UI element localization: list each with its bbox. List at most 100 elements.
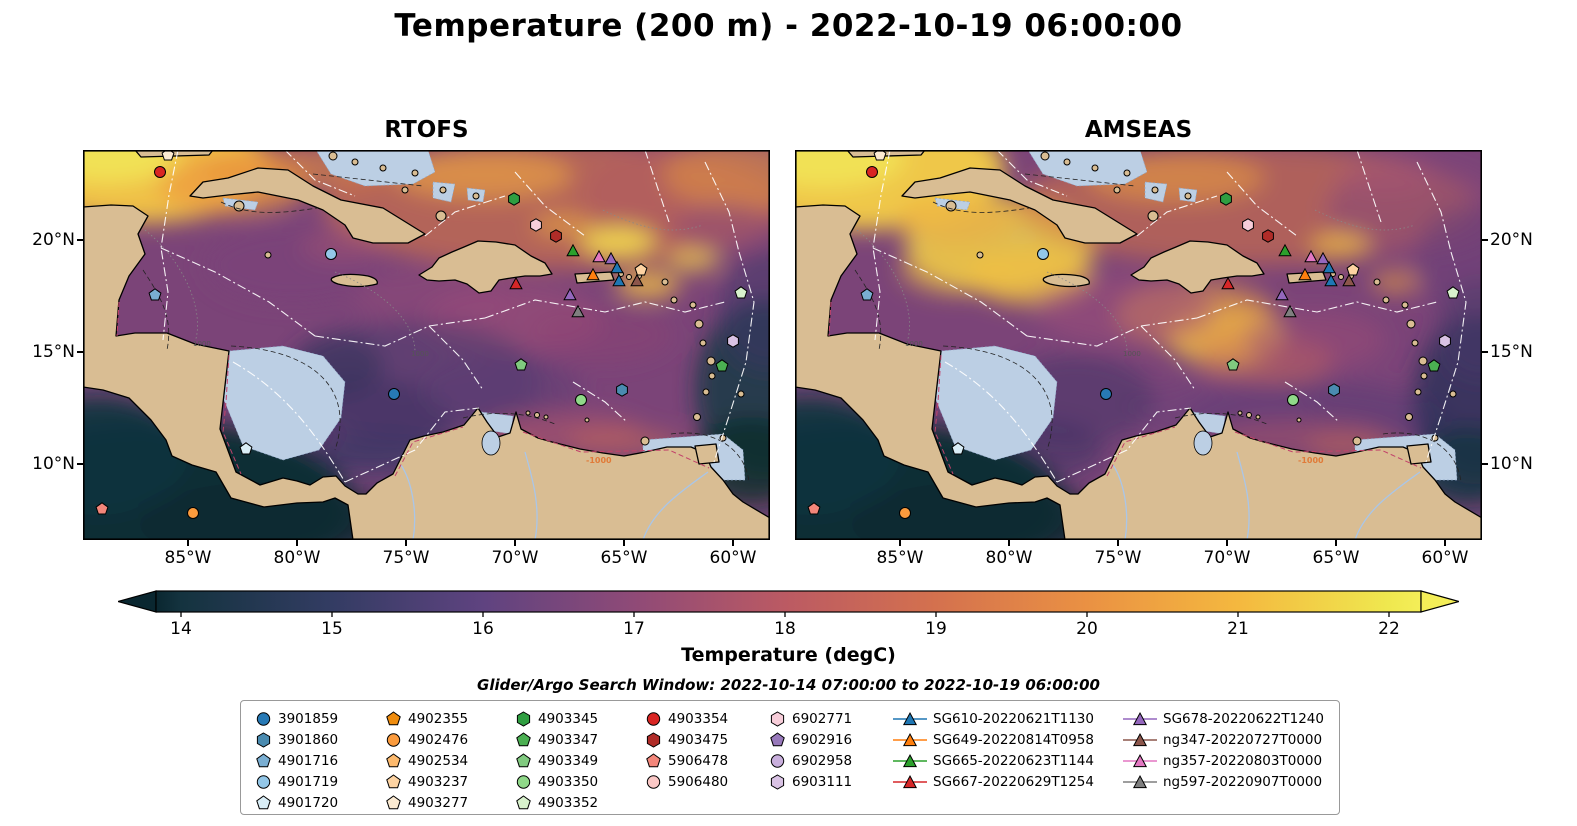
triangle-marker-icon — [902, 732, 918, 746]
legend-label: 4901716 — [278, 752, 339, 769]
circle-marker-icon — [646, 775, 661, 789]
legend-label: SG678-20220622T1240 — [1163, 710, 1324, 727]
map-marker-4902476 — [187, 507, 199, 519]
legend-label: SG649-20220814T0958 — [933, 731, 1094, 748]
colorbar-label: Temperature (degC) — [681, 644, 896, 666]
legend-label: 4901720 — [278, 794, 339, 811]
x-tick-label: 85°W — [876, 548, 924, 568]
pentagon-marker-icon — [386, 795, 401, 810]
glider-track-icon — [893, 732, 927, 746]
search-window-subtitle: Glider/Argo Search Window: 2022-10-14 07… — [477, 676, 1100, 694]
legend-item: 4903345 — [515, 708, 598, 729]
map-marker-4903354 — [866, 166, 878, 178]
map-frame — [795, 150, 1482, 540]
legend-label: ng347-20220727T0000 — [1163, 731, 1323, 748]
map-marker-6902771 — [530, 218, 542, 232]
map-marker-4903352 — [734, 286, 748, 299]
x-tick-mark — [1008, 540, 1010, 546]
pentagon-marker-icon — [516, 732, 531, 747]
map-marker-SG649 — [586, 267, 600, 281]
legend-item: 4903347 — [515, 729, 598, 750]
map-marker-ng357 — [1304, 249, 1318, 263]
colorbar-tick-label: 20 — [1076, 619, 1098, 638]
circle-marker-icon — [770, 754, 785, 768]
map-marker-SG610 — [1324, 273, 1338, 287]
circle-marker-icon — [386, 733, 401, 747]
panel-title-rtofs: RTOFS — [384, 117, 469, 143]
map-marker-6902771 — [1242, 218, 1254, 232]
eez-boundaries — [160, 150, 755, 483]
map-marker-SG667 — [509, 276, 523, 290]
legend-item: 4903352 — [515, 792, 598, 813]
x-tick-label: 60°W — [709, 548, 757, 568]
map-marker-SG678 — [1316, 251, 1330, 265]
colorbar-tick-label: 18 — [774, 619, 796, 638]
legend-item: 6903111 — [769, 771, 852, 792]
circle-marker-icon — [646, 712, 661, 726]
y-tick-mark — [1482, 351, 1488, 353]
legend-item: 3901860 — [255, 729, 338, 750]
legend-label: SG667-20220629T1254 — [933, 773, 1094, 790]
map-marker-3901859 — [1100, 388, 1112, 400]
legend-label: 6902771 — [792, 710, 853, 727]
legend-label: 6902958 — [792, 752, 853, 769]
y-tick-label: 20°N — [32, 230, 75, 250]
map-marker-3901860 — [616, 383, 628, 397]
x-tick-mark — [187, 540, 189, 546]
hexagon-marker-icon — [770, 774, 785, 790]
legend-label: 6902916 — [792, 731, 853, 748]
y-tick-label: 10°N — [32, 454, 75, 474]
hexagon-marker-icon — [646, 732, 661, 748]
pentagon-marker-icon — [646, 753, 661, 768]
pentagon-marker-icon — [386, 795, 401, 810]
map-marker-4903349 — [1226, 358, 1240, 371]
legend-label: 4903475 — [668, 731, 729, 748]
triangle-marker-icon — [1132, 753, 1148, 767]
map-marker-ng347 — [1342, 273, 1356, 287]
x-tick-label: 60°W — [1421, 548, 1469, 568]
map-marker-5906478 — [95, 502, 109, 515]
map-marker-4903237 — [1346, 263, 1360, 276]
figure-title: Temperature (200 m) - 2022-10-19 06:00:0… — [394, 8, 1183, 44]
x-tick-label: 70°W — [1203, 548, 1251, 568]
x-tick-mark — [296, 540, 298, 546]
circle-marker-icon — [646, 775, 661, 789]
svg-text:1000: 1000 — [1123, 350, 1141, 358]
rtofs-map: 1000 1000 -1000 — [83, 150, 770, 540]
circle-marker-icon — [516, 775, 531, 789]
isobath-contours: 1000 1000 -1000 — [116, 173, 750, 483]
pentagon-marker-icon — [516, 732, 531, 747]
amseas-map-panel: 1000 1000 -1000 85°W 80°W 75°W 70°W 65°W 60°W 20… — [795, 150, 1533, 568]
legend-label: 4901719 — [278, 773, 339, 790]
legend-item: 4901716 — [255, 750, 338, 771]
pentagon-marker-icon — [770, 732, 785, 747]
colorbar-tick-label: 15 — [321, 619, 343, 638]
map-marker-4903277 — [873, 150, 887, 161]
circle-marker-icon — [516, 775, 531, 789]
legend-label: 4902534 — [408, 752, 469, 769]
legend-item: SG667-20220629T1254 — [893, 771, 1094, 792]
glider-track-icon — [1123, 753, 1157, 767]
y-tick-label: 15°N — [32, 342, 75, 362]
legend-item: 4903349 — [515, 750, 598, 771]
map-marker-5906478 — [807, 502, 821, 515]
map-marker-4903347 — [1427, 359, 1441, 372]
x-tick-label: 75°W — [382, 548, 430, 568]
x-tick-mark — [732, 540, 734, 546]
map-marker-ng347 — [630, 273, 644, 287]
legend-item: SG665-20220623T1144 — [893, 750, 1094, 771]
legend-column: 4903354 4903475 5906478 5906480 — [645, 708, 728, 792]
legend-label: 4903345 — [538, 710, 599, 727]
map-marker-SG610 — [612, 273, 626, 287]
map-marker-4901716 — [148, 288, 162, 301]
glider-track-icon — [893, 753, 927, 767]
legend-item: 4902355 — [385, 708, 468, 729]
map-marker-4901716 — [860, 288, 874, 301]
glider-track-icon — [1123, 711, 1157, 725]
pentagon-marker-icon — [256, 795, 271, 810]
x-tick-mark — [1335, 540, 1337, 546]
isobath-contours: 1000 1000 -1000 — [828, 173, 1462, 483]
legend-label: 6903111 — [792, 773, 853, 790]
map-marker-4903475 — [550, 229, 562, 243]
glider-track-icon — [1123, 774, 1157, 788]
